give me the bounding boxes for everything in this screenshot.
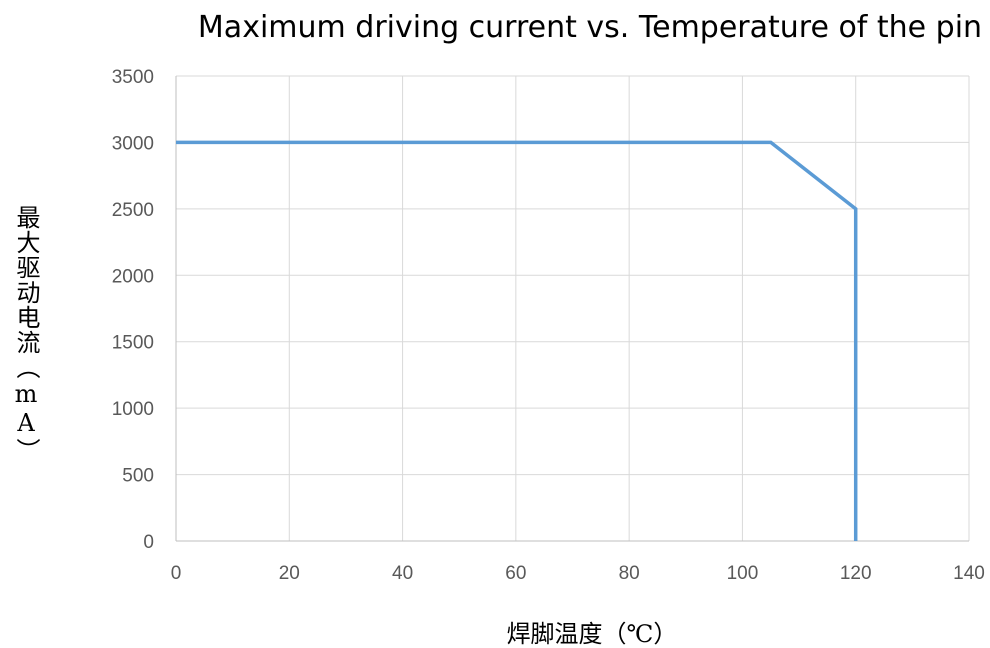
- y-tick-label: 2000: [112, 266, 154, 287]
- series-line: [176, 140, 858, 541]
- axes: [175, 76, 969, 542]
- x-tick-label: 20: [279, 563, 300, 584]
- series: [176, 140, 858, 541]
- y-tick-label: 3000: [112, 133, 154, 154]
- y-tick-label: 1000: [112, 399, 154, 420]
- x-tick-label: 120: [840, 563, 872, 584]
- x-tick-labels: 0 20 40 60 80 100 120 140: [171, 563, 985, 584]
- x-tick-label: 140: [953, 563, 985, 584]
- x-tick-label: 40: [392, 563, 413, 584]
- x-tick-label: 100: [727, 563, 759, 584]
- chart-title: Maximum driving current vs. Temperature …: [198, 10, 982, 45]
- y-tick-label: 1500: [112, 333, 154, 354]
- y-tick-labels: 0 500 1000 1500 2000 2500 3000 3500: [112, 67, 154, 553]
- x-axis-label: 焊脚温度（℃）: [507, 620, 678, 648]
- y-tick-label: 3500: [112, 67, 154, 88]
- y-axis-label: 最大驱动电流（mA）: [12, 205, 40, 463]
- x-tick-label: 80: [619, 563, 640, 584]
- grid: [176, 75, 970, 541]
- y-tick-label: 2500: [112, 200, 154, 221]
- y-tick-label: 500: [122, 466, 154, 487]
- y-tick-label: 0: [143, 532, 154, 553]
- x-tick-label: 60: [505, 563, 526, 584]
- x-tick-label: 0: [171, 563, 182, 584]
